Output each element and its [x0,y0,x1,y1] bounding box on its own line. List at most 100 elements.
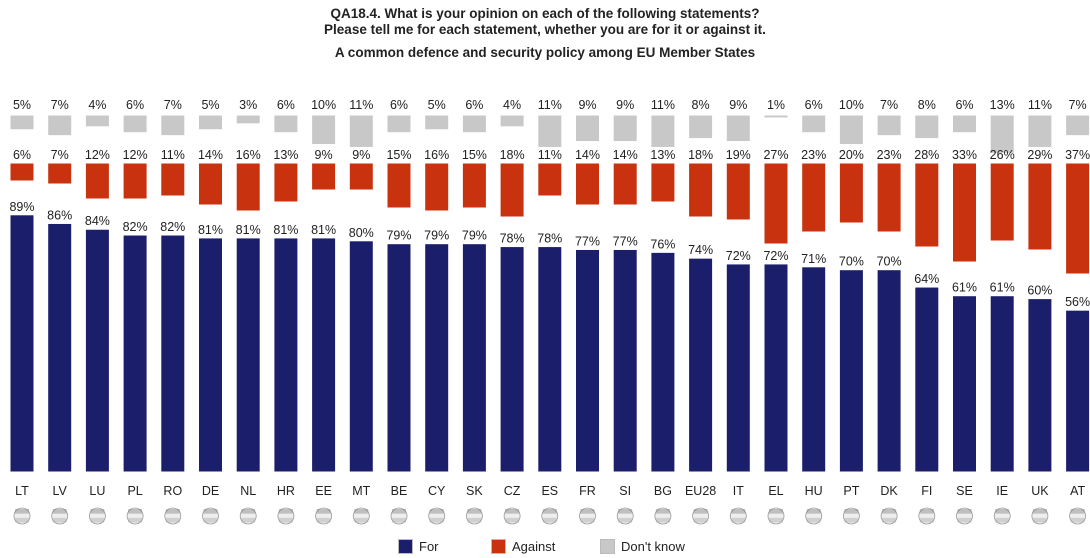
bar-for [876,269,902,473]
label-dont-know: 9% [616,98,634,112]
label-against: 23% [801,148,826,162]
bar-against [801,162,827,233]
label-for: 61% [952,281,977,295]
label-dont-know: 6% [390,98,408,112]
austria-flag-icon [1069,507,1086,525]
bar-dont-know [801,114,827,134]
label-for: 56% [1065,295,1090,309]
bar-against [763,162,789,245]
label-against: 33% [952,148,977,162]
legend-item-dont-know: Don't know [600,539,685,555]
bar-for [198,237,223,473]
bar-dont-know [725,114,751,143]
bar-for [989,295,1015,473]
bar-dont-know [838,114,864,145]
bar-for [688,257,714,473]
bar-dont-know [650,114,676,148]
label-against: 16% [424,148,449,162]
label-against: 29% [1027,148,1052,162]
bar-against [1065,162,1090,275]
bar-dont-know [989,114,1015,154]
label-dont-know: 4% [503,98,521,112]
label-against: 12% [123,148,148,162]
netherlands-flag-icon [239,507,257,525]
label-against: 18% [688,148,713,162]
label-against: 27% [763,148,788,162]
label-dont-know: 5% [13,98,31,112]
bar-for [612,248,638,473]
bar-against [952,162,977,263]
denmark-flag-icon [880,507,898,525]
bar-group-sk: 6% 15% 79% SK [461,98,487,525]
bar-against [122,162,148,200]
label-dont-know: 11% [651,98,675,112]
bar-against [461,162,487,209]
bar-for [838,269,864,473]
label-against: 18% [500,148,525,162]
cyprus-flag-icon [428,507,446,525]
bar-against [386,162,412,209]
bar-group-pt: 10% 20% 70% PT [838,98,864,525]
eu-flag-icon [692,507,709,525]
label-for: 82% [160,220,185,234]
label-for: 78% [500,232,525,246]
bar-for [575,248,600,473]
label-against: 14% [575,148,600,162]
bar-dont-know [499,114,525,128]
legend-swatch-dont-know [600,539,615,554]
bar-dont-know [952,114,977,134]
bar-for [311,237,337,473]
category-label-lv: LV [53,484,68,498]
greece-flag-icon [767,507,785,525]
category-label-hu: HU [805,484,823,498]
stacked-bar-chart: 5% 6% 89% LT 7% 7% 86% LV 4% 12% 84% LU 6% 12% 82% PL 7%… [9,98,1090,525]
category-label-ie: IE [996,484,1008,498]
label-for: 79% [424,229,449,243]
label-against: 13% [650,148,675,162]
bar-for [348,240,374,473]
label-against: 23% [877,148,902,162]
label-dont-know: 6% [805,98,823,112]
bar-dont-know [84,114,110,128]
bar-for [84,228,110,473]
bar-dont-know [612,114,638,143]
label-dont-know: 8% [918,98,936,112]
label-dont-know: 7% [164,98,182,112]
category-label-be: BE [391,484,408,498]
label-for: 81% [273,223,298,237]
chart-subtitle: A common defence and security policy amo… [334,45,756,60]
legend-swatch-against [491,539,506,554]
bar-against [84,162,110,200]
bar-against [575,162,600,206]
category-label-el: EL [768,484,783,498]
label-dont-know: 10% [839,98,864,112]
ireland-flag-icon [993,507,1011,525]
luxembourg-flag-icon [89,507,106,525]
category-label-es: ES [541,484,558,498]
bar-for [725,263,751,473]
bar-group-it: 9% 19% 72% IT [725,98,751,525]
bar-group-fr: 9% 14% 77% FR [575,98,600,525]
bar-dont-know [1065,114,1090,137]
legend-label-against: Against [512,539,556,554]
label-against: 11% [161,148,185,162]
category-label-cy: CY [428,484,446,498]
category-label-hr: HR [277,484,295,498]
bar-dont-know [160,114,186,137]
chart-title-line-2: Please tell me for each statement, wheth… [324,22,766,37]
bar-group-si: 9% 14% 77% SI [612,98,638,525]
bar-for [386,243,412,473]
category-label-si: SI [619,484,631,498]
label-against: 9% [352,148,370,162]
label-for: 84% [85,214,110,228]
label-for: 82% [123,220,148,234]
bar-against [9,162,35,182]
bar-for [1065,309,1090,473]
bar-group-pl: 6% 12% 82% PL [122,98,148,525]
bar-group-es: 11% 11% 78% ES [537,98,562,525]
legend-label-for: For [419,539,439,554]
category-label-uk: UK [1031,484,1049,498]
category-label-ee: EE [315,484,332,498]
category-label-at: AT [1070,484,1085,498]
label-for: 72% [763,249,788,263]
